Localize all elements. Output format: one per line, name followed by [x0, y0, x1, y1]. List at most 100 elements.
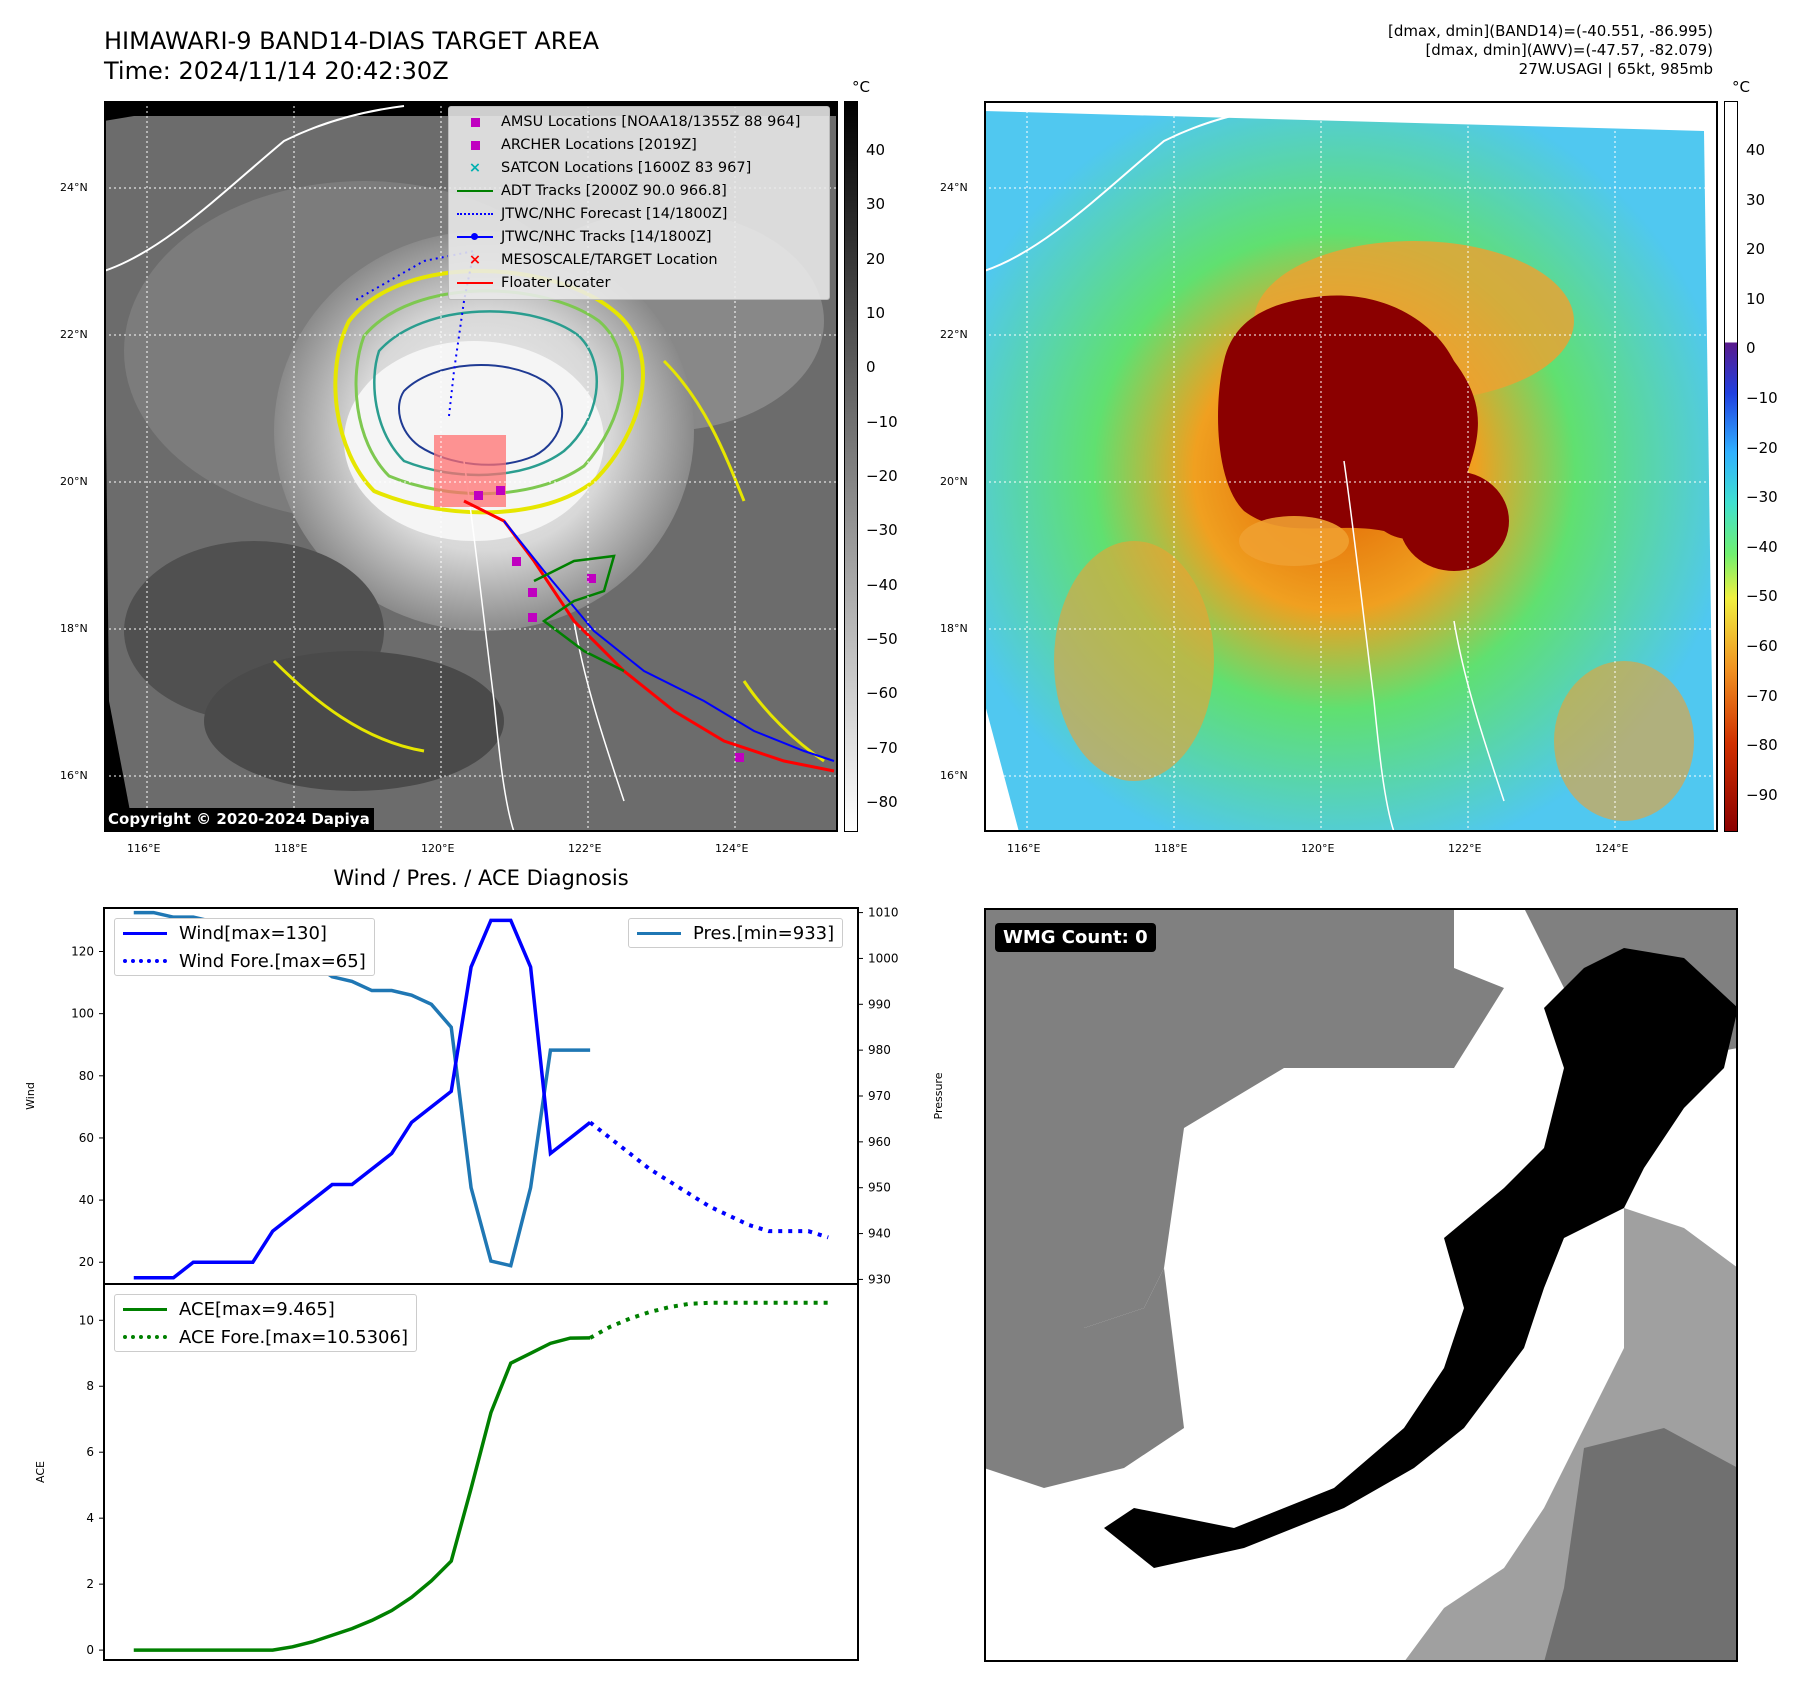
lon-tick-label: 124°E [715, 842, 749, 855]
colorbar-tick-label: 40 [1746, 140, 1766, 159]
lon-tick-label: 122°E [1448, 842, 1482, 855]
ace-forecast-line [589, 1300, 829, 1340]
colorbar-tick-label: −60 [1746, 636, 1778, 655]
amsu-archer-markers [474, 486, 744, 762]
lon-tick-label: 116°E [127, 842, 161, 855]
solid-line-icon [123, 1307, 167, 1311]
lat-tick-label: 16°N [940, 769, 968, 782]
y-tick-label: 80 [79, 1069, 94, 1083]
map-legend: AMSU Locations [NOAA18/1355Z 88 964] ARC… [448, 106, 830, 300]
y-tick-label: 1010 [868, 906, 899, 920]
y-tick-label: 940 [868, 1227, 891, 1241]
lat-tick-label: 24°N [60, 181, 88, 194]
wind-line [133, 918, 592, 1280]
colorbar-tick-label: −60 [866, 684, 898, 703]
colorbar-tick-label: 20 [1746, 240, 1766, 259]
y-tick-label: 6 [86, 1445, 94, 1459]
y-tick-label: 0 [86, 1643, 94, 1657]
awv-colorbar [1724, 101, 1738, 832]
y-tick-label: 40 [79, 1193, 94, 1207]
colorbar-tick-label: −20 [1746, 438, 1778, 457]
colorbar-tick-label: −50 [866, 630, 898, 649]
ace-line [133, 1336, 591, 1652]
wind-axis-label: Wind [24, 1082, 37, 1110]
colorbar-tick-label: −10 [866, 412, 898, 431]
ace-axis-label: ACE [34, 1461, 47, 1483]
y-tick-label: 950 [868, 1181, 891, 1195]
y-tick-label: 8 [86, 1379, 94, 1393]
colorbar-tick-label: −40 [1746, 537, 1778, 556]
lat-tick-label: 18°N [940, 622, 968, 635]
lon-tick-label: 122°E [568, 842, 602, 855]
series-lines [133, 910, 829, 1652]
info-storm: 27W.USAGI | 65kt, 985mb [1518, 60, 1713, 78]
wmg-dark-region [1104, 948, 1738, 1568]
y-tick-label: 20 [79, 1255, 94, 1269]
cold-cloud-core [1218, 295, 1478, 539]
line-icon [457, 181, 493, 201]
copyright-label: Copyright © 2020-2024 Dapiya [104, 808, 374, 830]
diagnosis-title: Wind / Pres. / ACE Diagnosis [333, 866, 629, 890]
y-tick-label: 120 [71, 945, 94, 959]
colorbar-tick-label: 0 [1746, 339, 1756, 358]
info-awv: [dmax, dmin](AWV)=(-47.57, -82.079) [1425, 41, 1713, 59]
lon-tick-label: 120°E [421, 842, 455, 855]
line-icon [457, 273, 493, 293]
storm-info: [dmax, dmin](BAND14)=(-40.551, -86.995) … [1388, 22, 1713, 79]
legend-ace: ACE[max=9.465] [115, 1295, 416, 1323]
colorbar-tick-label: −90 [1746, 785, 1778, 804]
lon-tick-label: 120°E [1301, 842, 1335, 855]
legend-item-floater: Floater Locater [457, 272, 610, 294]
legend-wind: Wind[max=130] [115, 919, 374, 947]
colorbar-tick-label: −20 [866, 467, 898, 485]
y-tick-label: 980 [868, 1043, 891, 1057]
jtwc-forecast-track [353, 249, 476, 417]
awv-gridlines [984, 101, 1718, 832]
colorbar-tick-label: 20 [866, 249, 886, 268]
wmg-gray-region [984, 908, 1504, 1328]
y-tick-label: 60 [79, 1131, 94, 1145]
wmg-count-label: WMG Count: 0 [995, 923, 1156, 952]
lon-tick-label: 116°E [1007, 842, 1041, 855]
square-icon [457, 135, 493, 155]
legend-item-archer: ARCHER Locations [2019Z] [457, 134, 697, 156]
title-line-2: Time: 2024/11/14 20:42:30Z [104, 57, 449, 85]
ace-axes [103, 1283, 859, 1661]
pressure-axis-label: Pressure [932, 1072, 945, 1119]
title-line-1: HIMAWARI-9 BAND14-DIAS TARGET AREA [104, 27, 600, 55]
pressure-legend: Pres.[min=933] [628, 918, 844, 948]
legend-ace-forecast: ACE Fore.[max=10.5306] [115, 1323, 416, 1351]
colorbar-tick-label: −10 [1746, 388, 1778, 407]
legend-item-satcon: × SATCON Locations [1600Z 83 967] [457, 157, 751, 179]
y-tick-label: 970 [868, 1089, 891, 1103]
ace-legend: ACE[max=9.465] ACE Fore.[max=10.5306] [114, 1294, 417, 1352]
solid-line-icon [637, 931, 681, 935]
ir-colorbar-unit: °C [852, 78, 870, 96]
jtwc-track [503, 520, 835, 762]
colorbar-tick-label: 10 [866, 303, 886, 322]
colorbar-tick-label: −50 [1746, 587, 1778, 606]
y-tick-label: 990 [868, 997, 891, 1011]
awv-satellite-map [984, 101, 1718, 832]
ace-y-ticks: 0 2 4 6 8 10 [79, 1313, 104, 1657]
adt-track [533, 554, 625, 673]
lat-tick-label: 16°N [60, 769, 88, 782]
pressure-y-ticks: 930 940 950 960 970 980 990 1000 1010 [858, 906, 899, 1286]
target-area-box [434, 435, 506, 507]
lat-tick-label: 20°N [60, 475, 88, 488]
wind-legend: Wind[max=130] Wind Fore.[max=65] [114, 918, 375, 976]
colorbar-tick-label: −70 [866, 738, 898, 757]
legend-wind-forecast: Wind Fore.[max=65] [115, 947, 374, 975]
legend-pressure: Pres.[min=933] [629, 919, 842, 947]
lon-tick-label: 124°E [1595, 842, 1629, 855]
colorbar-tick-label: −80 [866, 793, 898, 812]
colorbar-tick-label: −40 [866, 575, 898, 594]
lon-tick-label: 118°E [274, 842, 308, 855]
lon-tick-label: 118°E [1154, 842, 1188, 855]
wind-forecast-line [588, 1120, 829, 1240]
y-tick-label: 960 [868, 1135, 891, 1149]
colorbar-tick-label: −30 [866, 521, 898, 540]
wmg-panel [984, 908, 1738, 1662]
lat-tick-label: 24°N [940, 181, 968, 194]
info-band14: [dmax, dmin](BAND14)=(-40.551, -86.995) [1388, 22, 1713, 40]
